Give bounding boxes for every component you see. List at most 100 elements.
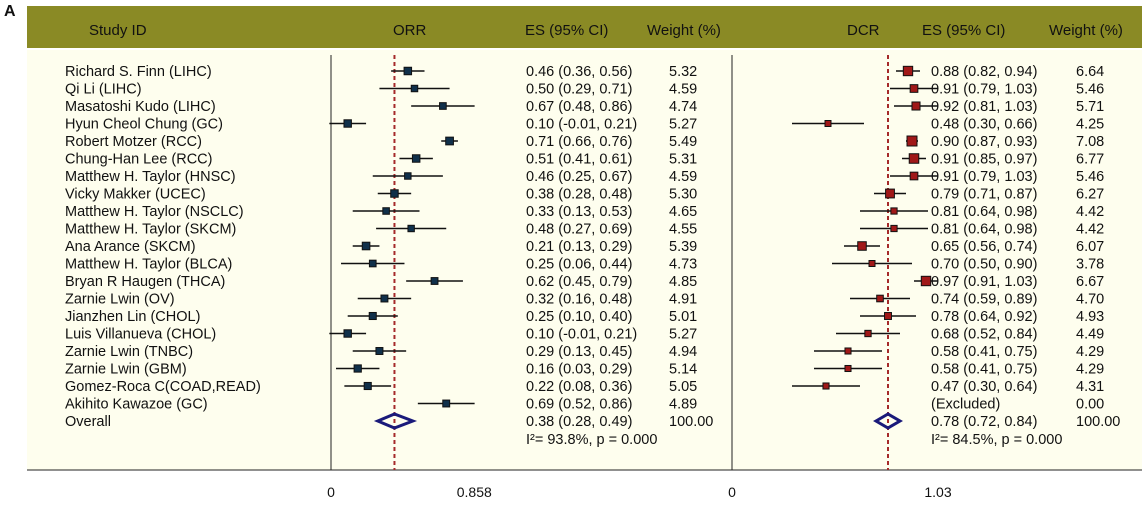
dcr-ci-text: 0.70 (0.50, 0.90) bbox=[931, 257, 1037, 273]
forest-plot-panel bbox=[27, 50, 1142, 470]
dcr-weight-text: 6.64 bbox=[1076, 64, 1104, 80]
orr-ci-text: 0.50 (0.29, 0.71) bbox=[526, 82, 632, 98]
orr-tick-label: 0 bbox=[327, 484, 335, 500]
study-label: Vicky Makker (UCEC) bbox=[65, 187, 206, 203]
dcr-heterogeneity: I²= 84.5%, p = 0.000 bbox=[931, 432, 1062, 448]
orr-point bbox=[410, 84, 419, 93]
orr-heterogeneity: I²= 93.8%, p = 0.000 bbox=[526, 432, 657, 448]
orr-ci-text: 0.48 (0.27, 0.69) bbox=[526, 222, 632, 238]
dcr-ci-text: 0.90 (0.87, 0.93) bbox=[931, 134, 1037, 150]
dcr-weight-text: 3.78 bbox=[1076, 257, 1104, 273]
orr-weight-text: 5.27 bbox=[669, 117, 697, 133]
orr-point bbox=[361, 241, 371, 251]
dcr-point bbox=[884, 312, 892, 320]
orr-ci-text: 0.32 (0.16, 0.48) bbox=[526, 292, 632, 308]
dcr-point bbox=[868, 260, 876, 267]
header-es-ci-2: ES (95% CI) bbox=[922, 22, 1006, 39]
study-label: Richard S. Finn (LIHC) bbox=[65, 64, 212, 80]
orr-point bbox=[411, 154, 421, 163]
dcr-point bbox=[890, 224, 898, 233]
header-es-ci: ES (95% CI) bbox=[525, 22, 609, 39]
orr-point bbox=[363, 381, 372, 391]
header-study-id: Study ID bbox=[89, 22, 147, 39]
study-label: Masatoshi Kudo (LIHC) bbox=[65, 99, 216, 115]
orr-weight-text: 5.49 bbox=[669, 134, 697, 150]
orr-weight-text: 4.73 bbox=[669, 257, 697, 273]
dcr-overall-weight-text: 100.00 bbox=[1076, 414, 1120, 430]
orr-weight-text: 5.01 bbox=[669, 309, 697, 325]
dcr-point bbox=[906, 135, 918, 147]
orr-point bbox=[375, 347, 384, 355]
orr-weight-text: 4.55 bbox=[669, 222, 697, 238]
study-label: Zarnie Lwin (OV) bbox=[65, 292, 175, 308]
table-header: Study ID ORR ES (95% CI) Weight (%) DCR … bbox=[27, 6, 1142, 48]
dcr-point bbox=[864, 329, 872, 338]
orr-ci-text: 0.16 (0.03, 0.29) bbox=[526, 362, 632, 378]
study-label: Hyun Cheol Chung (GC) bbox=[65, 117, 223, 133]
dcr-weight-text: 5.71 bbox=[1076, 99, 1104, 115]
orr-point bbox=[390, 189, 399, 198]
study-label: Zarnie Lwin (TNBC) bbox=[65, 344, 193, 360]
orr-overall-diamond bbox=[373, 412, 418, 430]
orr-weight-text: 5.30 bbox=[669, 187, 697, 203]
orr-weight-text: 5.27 bbox=[669, 327, 697, 343]
orr-weight-text: 4.94 bbox=[669, 344, 697, 360]
study-label: Zarnie Lwin (GBM) bbox=[65, 362, 187, 378]
dcr-point bbox=[857, 241, 867, 251]
orr-ci-text: 0.46 (0.36, 0.56) bbox=[526, 64, 632, 80]
dcr-point bbox=[844, 347, 852, 355]
orr-ci-text: 0.67 (0.48, 0.86) bbox=[526, 99, 632, 115]
orr-point bbox=[382, 207, 390, 215]
header-weight-2: Weight (%) bbox=[1049, 22, 1123, 39]
dcr-point bbox=[911, 101, 921, 111]
orr-ci-text: 0.33 (0.13, 0.53) bbox=[526, 204, 632, 220]
panel-label: A bbox=[4, 3, 16, 20]
header-dcr: DCR bbox=[847, 22, 880, 39]
study-label: Matthew H. Taylor (HNSC) bbox=[65, 169, 236, 185]
dcr-overall-ci-text: 0.78 (0.72, 0.84) bbox=[931, 414, 1037, 430]
orr-point bbox=[403, 66, 413, 76]
study-label: Akihito Kawazoe (GC) bbox=[65, 397, 208, 413]
dcr-weight-text: 4.49 bbox=[1076, 327, 1104, 343]
dcr-weight-text: 4.42 bbox=[1076, 222, 1104, 238]
dcr-point bbox=[920, 275, 932, 287]
orr-point bbox=[445, 136, 454, 146]
orr-ci-text: 0.71 (0.66, 0.76) bbox=[526, 134, 632, 150]
dcr-weight-text: 5.46 bbox=[1076, 169, 1104, 185]
orr-point bbox=[380, 294, 389, 303]
orr-weight-text: 4.89 bbox=[669, 397, 697, 413]
study-label: Qi Li (LIHC) bbox=[65, 82, 142, 98]
orr-point bbox=[430, 277, 439, 285]
study-label: Robert Motzer (RCC) bbox=[65, 134, 202, 150]
study-label: Jianzhen Lin (CHOL) bbox=[65, 309, 200, 325]
dcr-weight-text: 6.77 bbox=[1076, 152, 1104, 168]
orr-overall-weight-text: 100.00 bbox=[669, 414, 713, 430]
orr-weight-text: 4.85 bbox=[669, 274, 697, 290]
orr-tick-label: 0.858 bbox=[457, 484, 492, 500]
dcr-tick-label: 1.03 bbox=[924, 484, 951, 500]
dcr-point bbox=[824, 120, 832, 127]
orr-ci-text: 0.46 (0.25, 0.67) bbox=[526, 169, 632, 185]
study-label: Bryan R Haugen (THCA) bbox=[65, 274, 225, 290]
dcr-point bbox=[909, 84, 919, 93]
orr-weight-text: 5.32 bbox=[669, 64, 697, 80]
orr-weight-text: 5.39 bbox=[669, 239, 697, 255]
orr-weight-text: 4.65 bbox=[669, 204, 697, 220]
orr-weight-text: 4.91 bbox=[669, 292, 697, 308]
dcr-point bbox=[822, 382, 830, 390]
orr-ci-text: 0.69 (0.52, 0.86) bbox=[526, 397, 632, 413]
orr-point bbox=[343, 119, 352, 128]
dcr-point bbox=[876, 294, 884, 303]
dcr-ci-text: 0.81 (0.64, 0.98) bbox=[931, 204, 1037, 220]
dcr-ci-text: 0.91 (0.79, 1.03) bbox=[931, 169, 1037, 185]
dcr-ci-text: 0.92 (0.81, 1.03) bbox=[931, 99, 1037, 115]
dcr-ci-text: (Excluded) bbox=[931, 397, 1000, 413]
orr-weight-text: 4.59 bbox=[669, 82, 697, 98]
dcr-weight-text: 5.46 bbox=[1076, 82, 1104, 98]
dcr-overall-diamond bbox=[873, 412, 903, 430]
dcr-weight-text: 6.67 bbox=[1076, 274, 1104, 290]
dcr-weight-text: 7.08 bbox=[1076, 134, 1104, 150]
orr-ci-text: 0.22 (0.08, 0.36) bbox=[526, 379, 632, 395]
orr-weight-text: 4.74 bbox=[669, 99, 697, 115]
